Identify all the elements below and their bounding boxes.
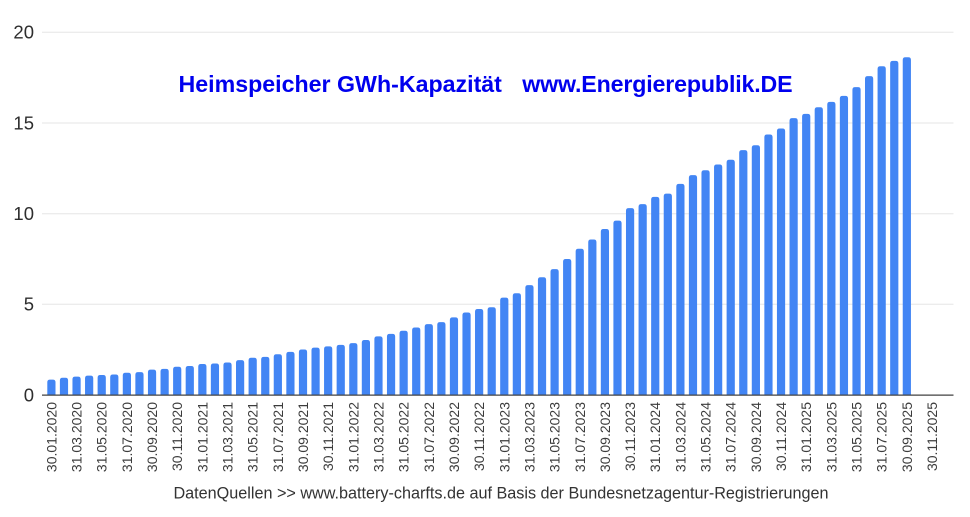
svg-text:0: 0 [24,384,34,405]
svg-text:31.05.2025: 31.05.2025 [849,402,865,472]
svg-text:30.11.2020: 30.11.2020 [169,402,185,471]
svg-text:Heimspeicher GWh-Kapazität: Heimspeicher GWh-Kapazität [179,71,503,97]
svg-text:31.03.2022: 31.03.2022 [370,402,386,472]
svg-text:www.Energierepublik.DE: www.Energierepublik.DE [521,71,792,97]
svg-text:31.01.2021: 31.01.2021 [194,402,210,472]
svg-text:30.11.2024: 30.11.2024 [773,402,789,471]
svg-text:31.05.2024: 31.05.2024 [698,402,714,472]
svg-text:31.03.2024: 31.03.2024 [672,402,688,472]
svg-text:30.09.2021: 30.09.2021 [295,402,311,472]
svg-text:31.07.2024: 31.07.2024 [723,402,739,472]
svg-text:20: 20 [13,22,34,43]
svg-text:31.03.2020: 31.03.2020 [69,402,85,472]
svg-text:31.07.2020: 31.07.2020 [119,402,135,472]
svg-text:31.05.2022: 31.05.2022 [396,402,412,472]
svg-text:30.11.2023: 30.11.2023 [622,402,638,471]
svg-text:31.05.2023: 31.05.2023 [547,402,563,472]
svg-text:15: 15 [13,112,34,133]
svg-text:31.07.2025: 31.07.2025 [874,402,890,472]
svg-text:31.03.2023: 31.03.2023 [521,402,537,472]
svg-text:30.09.2022: 30.09.2022 [446,402,462,472]
svg-text:31.01.2022: 31.01.2022 [345,402,361,472]
svg-text:5: 5 [24,294,34,315]
svg-text:31.03.2021: 31.03.2021 [220,402,236,472]
svg-text:30.01.2020: 30.01.2020 [43,402,59,472]
svg-text:31.05.2020: 31.05.2020 [94,402,110,472]
svg-text:30.09.2025: 30.09.2025 [899,402,915,472]
svg-text:31.07.2023: 31.07.2023 [572,402,588,472]
svg-text:31.01.2024: 31.01.2024 [647,402,663,472]
svg-text:DatenQuellen >> www.battery-ch: DatenQuellen >> www.battery-charfts.de a… [173,485,828,503]
svg-text:31.01.2023: 31.01.2023 [496,402,512,472]
svg-text:31.07.2022: 31.07.2022 [421,402,437,472]
svg-text:30.11.2025: 30.11.2025 [924,402,940,471]
svg-text:30.11.2021: 30.11.2021 [320,402,336,471]
svg-text:30.09.2023: 30.09.2023 [597,402,613,472]
svg-text:30.11.2022: 30.11.2022 [471,402,487,471]
svg-text:10: 10 [13,203,34,224]
svg-text:31.01.2025: 31.01.2025 [798,402,814,472]
svg-text:31.07.2021: 31.07.2021 [270,402,286,472]
svg-text:30.09.2024: 30.09.2024 [748,402,764,472]
svg-text:30.09.2020: 30.09.2020 [144,402,160,472]
svg-text:31.05.2021: 31.05.2021 [245,402,261,472]
svg-text:31.03.2025: 31.03.2025 [823,402,839,472]
